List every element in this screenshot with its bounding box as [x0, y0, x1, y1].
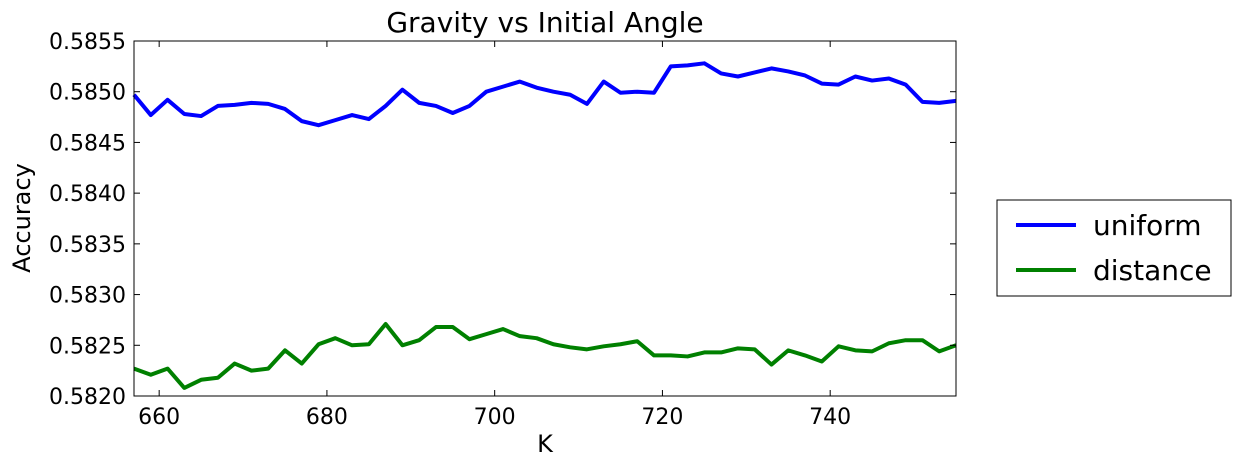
- y-tick-label: 0.5835: [49, 233, 126, 258]
- x-axis-label: K: [537, 430, 554, 458]
- y-axis-label: Accuracy: [8, 163, 36, 273]
- legend-box: [996, 199, 1232, 297]
- y-tick-label: 0.5850: [49, 81, 126, 106]
- x-tick-label: 660: [138, 405, 180, 430]
- legend: uniform distance: [996, 199, 1232, 297]
- chart-title: Gravity vs Initial Angle: [386, 6, 703, 39]
- series-line-distance: [133, 321, 957, 390]
- y-tick-label: 0.5840: [49, 182, 126, 207]
- x-tick-label: 720: [641, 405, 683, 430]
- series-line-uniform: [132, 61, 957, 128]
- x-tick-label: 740: [809, 405, 851, 430]
- legend-label-uniform: uniform: [1093, 209, 1202, 242]
- x-tick-label: 680: [306, 405, 348, 430]
- y-tick-label: 0.5830: [49, 284, 126, 309]
- plot-area: 660 680 700 720 740 0.5820 0.5825 0.5830 0.5835 0…: [49, 30, 957, 430]
- y-tick-label: 0.5820: [49, 385, 126, 410]
- y-tick-label: 0.5855: [49, 30, 126, 55]
- y-tick-label: 0.5825: [49, 334, 126, 359]
- plot-frame: [133, 40, 957, 397]
- legend-label-distance: distance: [1093, 254, 1212, 287]
- y-tick-label: 0.5845: [49, 131, 126, 156]
- x-tick-label: 700: [474, 405, 516, 430]
